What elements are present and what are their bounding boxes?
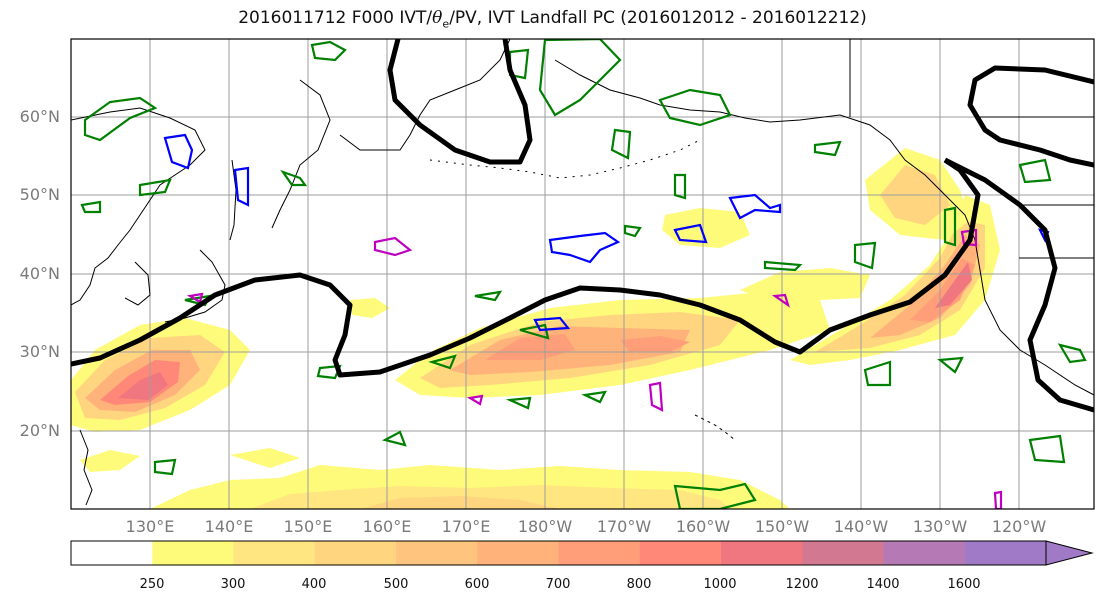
colorbar-tick-250: 250 [139, 577, 165, 592]
lon-label-180w: 180°W [517, 517, 573, 536]
lon-label-160e: 160°E [362, 517, 412, 536]
map-frame [70, 38, 1095, 510]
colorbar [70, 540, 1094, 566]
colorbar-tick-1000: 1000 [703, 577, 737, 592]
ivt-band-south [80, 448, 790, 509]
colorbar-tick-600: 600 [464, 577, 490, 592]
colorbar-swatch [71, 541, 153, 565]
lon-label-120w: 120°W [991, 517, 1047, 536]
colorbar-swatch [477, 541, 560, 565]
lon-label-160w: 160°W [675, 517, 731, 536]
colorbar-swatch [721, 541, 803, 565]
lat-label-20n: 20°N [19, 421, 60, 440]
colorbar-swatch [233, 541, 316, 565]
colorbar-swatch [152, 541, 235, 565]
colorbar-tick-700: 700 [545, 577, 571, 592]
hawaii [694, 414, 736, 441]
ivt-plume-central [395, 292, 830, 398]
theta-e-contour [71, 39, 1094, 413]
colorbar-tick-300: 300 [220, 577, 246, 592]
sakhalin [229, 159, 237, 241]
colorbar-swatch [802, 541, 885, 565]
lon-label-170w: 170°W [596, 517, 652, 536]
lon-label-170e: 170°E [441, 517, 491, 536]
lat-label-30n: 30°N [19, 342, 60, 361]
lon-label-140e: 140°E [204, 517, 254, 536]
lat-label-50n: 50°N [19, 185, 60, 204]
colorbar-frame [70, 540, 1047, 566]
siberia-coast [339, 39, 511, 151]
colorbar-swatch [883, 541, 966, 565]
colorbar-swatch [396, 541, 478, 565]
colorbar-extend-arrow [1045, 540, 1094, 566]
pv-contours-green [80, 39, 1087, 509]
colorbar-tick-1200: 1200 [785, 577, 819, 592]
pv-contours-magenta [186, 228, 1003, 509]
lon-label-150e: 150°E [283, 517, 333, 536]
plot-title: 2016011712 F000 IVT/θe/PV, IVT Landfall … [238, 8, 867, 31]
colorbar-swatch [314, 541, 397, 565]
ivt-plume-east [350, 148, 1000, 365]
lon-label-140w: 140°W [833, 517, 889, 536]
colorbar-swatch [639, 541, 722, 565]
lon-label-130w: 130°W [912, 517, 968, 536]
japan [164, 249, 226, 323]
colorbar-tick-1600: 1600 [947, 577, 981, 592]
korea [124, 261, 151, 306]
colorbar-swatches [71, 541, 1047, 565]
alaska-coast [554, 59, 1094, 396]
ivt-shading [71, 148, 1000, 509]
lon-label-150w: 150°W [754, 517, 810, 536]
graticule [71, 39, 1094, 509]
colorbar-tick-1400: 1400 [866, 577, 900, 592]
lon-label-130e: 130°E [125, 517, 175, 536]
philippines [79, 429, 93, 506]
colorbar-tick-400: 400 [301, 577, 327, 592]
colorbar-swatch [558, 541, 641, 565]
colorbar-tick-500: 500 [383, 577, 409, 592]
kamchatka [271, 79, 331, 229]
lat-label-40n: 40°N [19, 264, 60, 283]
colorbar-swatch [964, 541, 1047, 565]
lat-label-60n: 60°N [19, 107, 60, 126]
colorbar-tick-800: 800 [626, 577, 652, 592]
